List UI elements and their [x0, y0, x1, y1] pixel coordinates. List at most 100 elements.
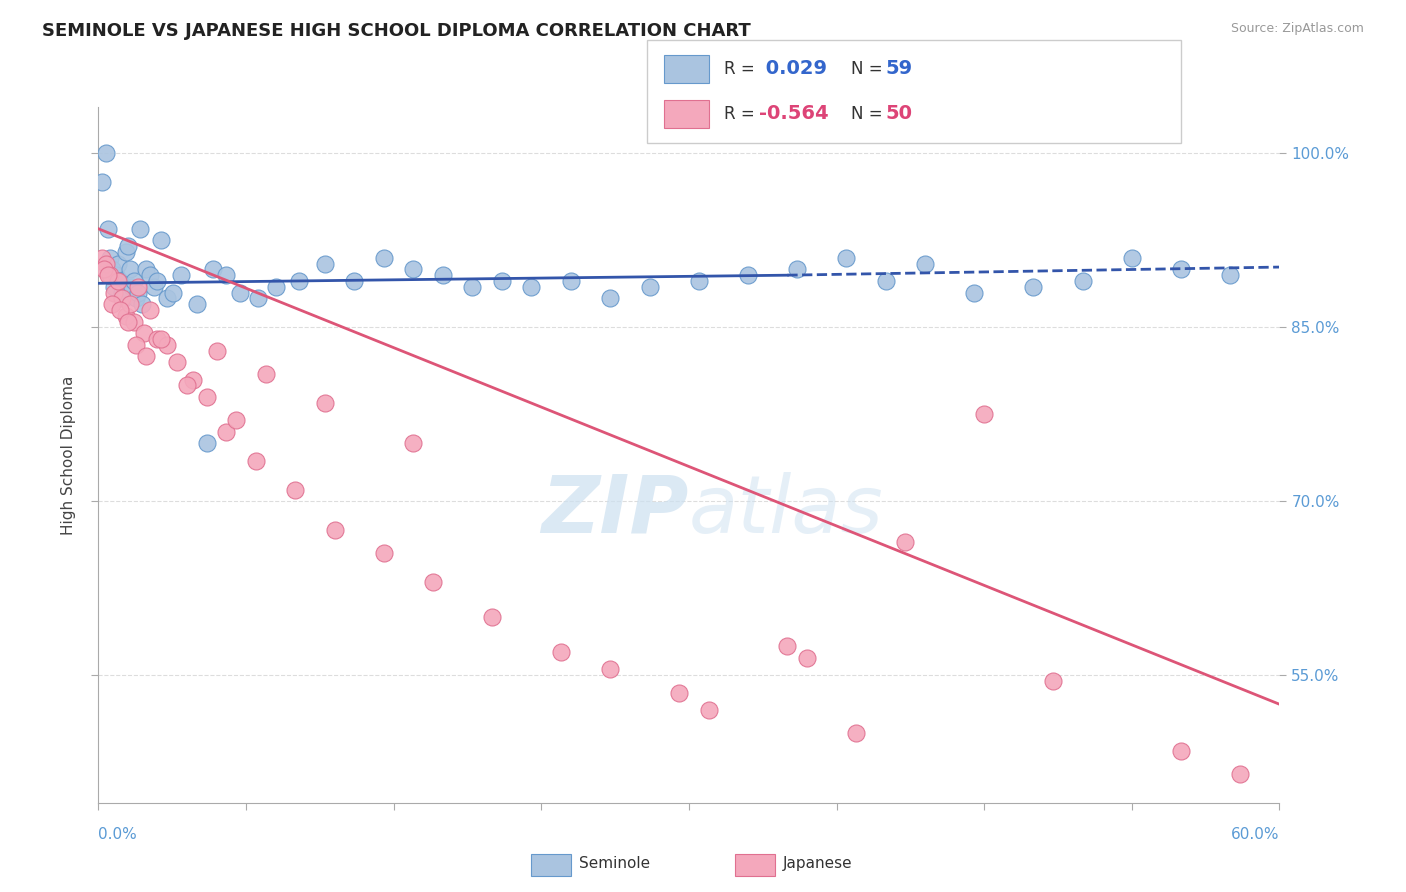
Point: [105, 268, 128, 282]
Point: [314, 256, 336, 270]
Point: [135, 350, 157, 364]
Text: R =: R =: [724, 60, 761, 78]
Text: 59: 59: [886, 60, 912, 78]
Text: Source: ZipAtlas.com: Source: ZipAtlas.com: [1230, 22, 1364, 36]
Point: [1170, 262, 1192, 277]
Point: [402, 436, 425, 450]
Point: [112, 291, 135, 305]
Point: [97, 268, 120, 282]
Point: [156, 291, 179, 305]
Point: [125, 338, 148, 352]
Point: [115, 244, 138, 259]
Text: SEMINOLE VS JAPANESE HIGH SCHOOL DIPLOMA CORRELATION CHART: SEMINOLE VS JAPANESE HIGH SCHOOL DIPLOMA…: [42, 22, 751, 40]
Point: [132, 326, 155, 341]
Point: [111, 291, 134, 305]
Point: [181, 373, 204, 387]
Point: [125, 291, 148, 305]
Point: [845, 726, 868, 740]
Y-axis label: High School Diploma: High School Diploma: [60, 376, 76, 534]
Point: [101, 297, 124, 311]
Point: [122, 315, 145, 329]
Point: [314, 395, 336, 409]
Point: [835, 251, 858, 265]
Point: [1042, 674, 1064, 689]
Point: [264, 279, 287, 293]
Point: [201, 262, 224, 277]
Point: [117, 315, 139, 329]
Point: [550, 645, 572, 659]
Point: [481, 610, 503, 624]
Point: [1022, 279, 1045, 293]
Point: [115, 309, 138, 323]
Point: [195, 390, 218, 404]
Point: [150, 233, 173, 247]
Text: N =: N =: [851, 105, 887, 123]
Point: [520, 279, 543, 293]
Point: [195, 436, 218, 450]
Point: [343, 274, 366, 288]
Text: Japanese: Japanese: [783, 856, 853, 871]
Point: [118, 262, 141, 277]
Point: [737, 268, 759, 282]
Point: [96, 256, 118, 270]
Point: [688, 274, 710, 288]
Point: [127, 285, 149, 300]
Text: R =: R =: [724, 105, 761, 123]
Point: [1071, 274, 1094, 288]
Point: [131, 297, 153, 311]
Point: [668, 685, 690, 699]
Point: [875, 274, 897, 288]
Point: [156, 338, 179, 352]
Point: [101, 262, 124, 277]
Point: [122, 274, 145, 288]
Text: 0.029: 0.029: [759, 60, 827, 78]
Point: [146, 274, 169, 288]
Point: [215, 425, 238, 439]
Point: [246, 291, 269, 305]
Point: [127, 279, 149, 293]
Point: [638, 279, 661, 293]
Point: [117, 239, 139, 253]
Point: [91, 251, 114, 265]
Text: ZIP: ZIP: [541, 472, 689, 549]
Point: [97, 221, 120, 235]
Point: [225, 413, 247, 427]
Point: [373, 251, 395, 265]
Point: [93, 262, 115, 277]
Point: [697, 703, 720, 717]
Point: [107, 256, 129, 270]
Point: [215, 268, 238, 282]
Point: [108, 303, 131, 318]
Point: [111, 285, 134, 300]
Point: [146, 332, 169, 346]
Point: [205, 343, 228, 358]
Point: [229, 285, 252, 300]
Point: [138, 303, 160, 318]
Point: [560, 274, 582, 288]
Point: [98, 268, 121, 282]
Point: [96, 146, 118, 161]
Point: [118, 297, 141, 311]
Point: [373, 546, 395, 560]
Point: [894, 534, 917, 549]
Point: [776, 639, 799, 653]
Point: [1121, 251, 1143, 265]
Text: atlas: atlas: [689, 472, 884, 549]
Point: [245, 453, 267, 467]
Point: [162, 285, 184, 300]
Point: [914, 256, 936, 270]
Point: [135, 262, 157, 277]
Point: [786, 262, 808, 277]
Point: [108, 274, 131, 288]
Point: [323, 523, 346, 537]
Point: [973, 407, 995, 421]
Point: [599, 662, 621, 676]
Point: [963, 285, 986, 300]
Point: [138, 268, 160, 282]
Point: [107, 274, 129, 288]
Point: [91, 175, 114, 190]
Text: -0.564: -0.564: [759, 104, 830, 123]
Point: [461, 279, 484, 293]
Point: [422, 575, 444, 590]
Point: [288, 274, 311, 288]
